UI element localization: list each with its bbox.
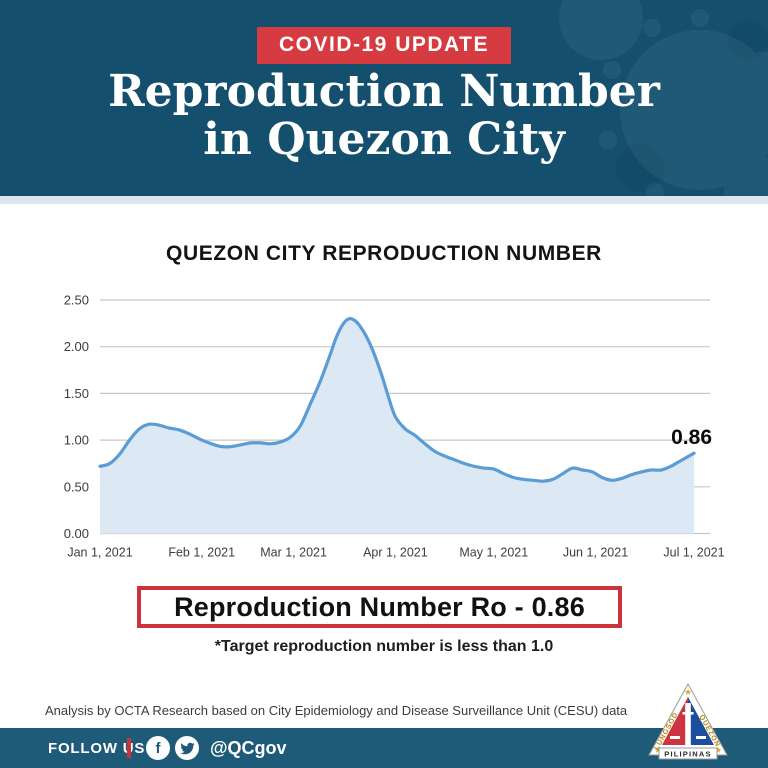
area-fill <box>100 318 694 534</box>
covid-update-badge: COVID-19 UPDATE <box>257 27 511 64</box>
analysis-credit: Analysis by OCTA Research based on City … <box>45 703 628 718</box>
virus-decoration <box>559 0 768 196</box>
seal-star-right: ★ <box>714 745 722 755</box>
follow-us-label: FOLLOW US <box>48 739 146 757</box>
page-title: Reproduction Number in Quezon City <box>0 68 768 164</box>
reproduction-number-chart: 0.00 0.50 1.00 1.50 2.00 2.50 Jan 1, 2021 Feb 1… <box>64 293 725 560</box>
seal-banner-text: PILIPINAS <box>664 750 711 759</box>
x-tick-label: Jan 1, 2021 <box>67 546 132 560</box>
twitter-icon[interactable] <box>175 736 199 760</box>
y-tick-label: 1.50 <box>64 386 89 401</box>
footer-divider <box>127 738 131 758</box>
x-tick-label: May 1, 2021 <box>459 546 528 560</box>
y-tick-label: 2.00 <box>64 339 89 354</box>
x-tick-label: Jul 1, 2021 <box>663 546 724 560</box>
social-handle[interactable]: @QCgov <box>210 737 287 758</box>
target-note: *Target reproduction number is less than… <box>214 638 554 655</box>
x-tick-label: Mar 1, 2021 <box>260 546 327 560</box>
x-tick-label: Feb 1, 2021 <box>168 546 235 560</box>
quezon-city-seal: ★ ★ ★ LUNGSOD QUEZON PILIPINAS <box>648 682 728 760</box>
page-title-line1: Reproduction Number <box>108 66 660 117</box>
facebook-glyph: f <box>155 739 161 757</box>
seal-star-left: ★ <box>654 745 662 755</box>
twitter-bird-icon <box>179 742 195 754</box>
end-value-label: 0.86 <box>671 426 712 449</box>
header-divider-strip <box>0 196 768 204</box>
page-title-line2: in Quezon City <box>203 114 565 165</box>
reproduction-number-box: Reproduction Number Ro - 0.86 <box>137 586 622 628</box>
seal-star-top: ★ <box>684 687 692 697</box>
x-tick-label: Apr 1, 2021 <box>363 546 428 560</box>
y-tick-label: 0.50 <box>64 479 89 494</box>
y-tick-label: 0.00 <box>64 526 89 541</box>
x-tick-label: Jun 1, 2021 <box>563 546 628 560</box>
header-banner: COVID-19 UPDATE Reproduction Number in Q… <box>0 0 768 196</box>
facebook-icon[interactable]: f <box>146 736 170 760</box>
footer-bar: FOLLOW US f @QCgov <box>0 728 768 768</box>
y-tick-label: 2.50 <box>64 293 89 308</box>
chart-title: QUEZON CITY REPRODUCTION NUMBER <box>166 242 602 265</box>
y-tick-label: 1.00 <box>64 433 89 448</box>
trend-line <box>98 317 696 483</box>
